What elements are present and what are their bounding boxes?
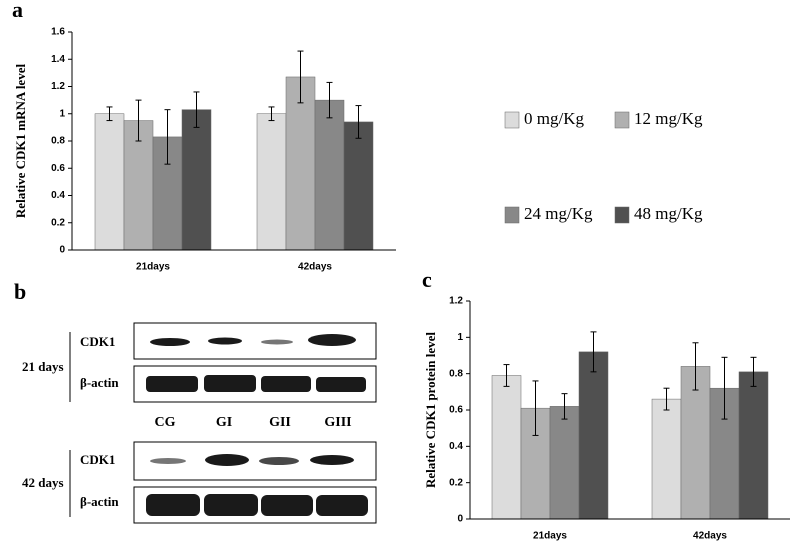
x-tick-label: 21days [136,262,170,273]
bar [314,99,345,251]
y-axis-label: Relative CDK1 mRNA level [13,64,28,219]
y-tick-label: 0.2 [51,217,65,228]
bar [578,351,609,520]
bar [651,398,682,520]
y-tick-label: 1.6 [51,27,65,38]
western-blot: 21 days 42 days CDK1 β-actin CDK1 β-acti… [22,322,377,524]
x-tick-label: 42days [298,262,332,273]
row-label: CDK1 [80,334,115,349]
band [208,337,242,345]
time-label: 42 days [22,475,64,490]
band [261,495,313,516]
y-tick-label: 0 [59,245,65,256]
time-label: 21 days [22,359,64,374]
blot-box [133,486,377,524]
legend-label: 48 mg/Kg [634,204,703,223]
legend-swatch [614,111,630,129]
band [204,375,256,392]
bar [680,366,711,520]
y-tick-label: 1.2 [51,81,65,92]
y-tick-label: 1 [59,108,65,119]
y-tick-label: 0.6 [51,163,65,174]
y-tick-label: 1 [457,332,463,343]
lane-label: GII [269,415,291,430]
y-tick-label: 1.2 [449,296,463,307]
row-label: CDK1 [80,452,115,467]
row-label: β-actin [80,375,119,390]
band [310,455,354,465]
band [261,376,311,392]
bar [181,109,212,251]
bar [94,113,125,251]
legend-label: 12 mg/Kg [634,109,703,128]
bar [256,113,287,251]
lane-label: CG [155,415,176,430]
blot-box [133,441,377,481]
panel-label: b [14,279,26,304]
legend-swatch [504,111,520,129]
bar [738,371,769,520]
y-tick-label: 0.4 [51,190,65,201]
y-tick-label: 0.4 [449,441,463,452]
y-axis-label: Relative CDK1 protein level [423,332,438,488]
bar [491,375,522,520]
band [146,494,200,516]
panel-label: a [12,0,23,22]
x-tick-label: 42days [693,531,727,542]
bar [343,121,374,251]
band [316,495,368,516]
x-tick-label: 21days [533,531,567,542]
band [205,454,249,466]
y-tick-label: 0.6 [449,405,463,416]
y-tick-label: 0 [457,514,463,525]
legend-label: 0 mg/Kg [524,109,584,128]
band [150,458,186,464]
legend-label: 24 mg/Kg [524,204,593,223]
row-label: β-actin [80,494,119,509]
lane-label: GIII [324,415,351,430]
band [259,457,299,465]
y-tick-label: 1.4 [51,54,65,65]
legend-swatch [614,206,630,224]
band [146,376,198,392]
band [316,377,366,392]
y-tick-label: 0.8 [51,136,65,147]
legend-swatch [504,206,520,224]
blot-box [133,322,377,360]
band [204,494,258,516]
panel-label: c [422,267,432,292]
blot-box [133,365,377,403]
y-tick-label: 0.8 [449,368,463,379]
band [261,339,293,345]
y-tick-label: 0.2 [449,477,463,488]
band [308,334,356,346]
lane-label: GI [216,415,232,430]
bar [549,406,580,520]
band [150,338,190,346]
